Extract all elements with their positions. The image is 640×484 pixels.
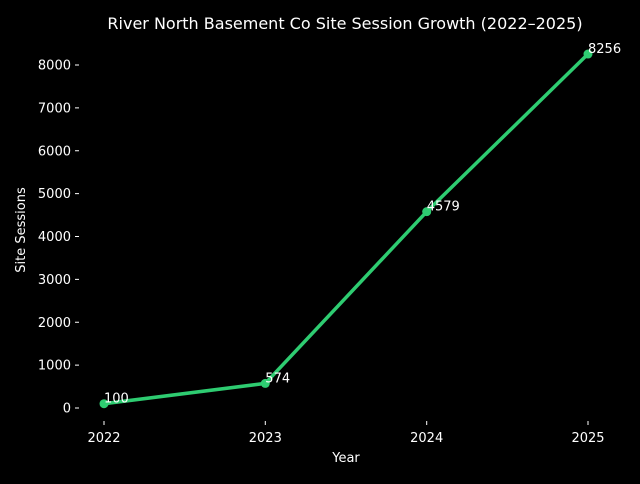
data-point	[260, 378, 270, 388]
data-point	[422, 207, 432, 217]
y-tick-label: 5000	[38, 187, 71, 202]
data-point	[583, 49, 593, 59]
y-tick-label: 0	[63, 402, 71, 417]
x-tick-label: 2023	[249, 431, 282, 446]
x-tick-label: 2025	[571, 431, 604, 446]
chart-title: River North Basement Co Site Session Gro…	[107, 14, 582, 33]
x-axis-label: Year	[331, 451, 360, 466]
data-label: 4579	[427, 200, 460, 215]
y-axis-label: Site Sessions	[14, 187, 29, 273]
y-tick-label: 2000	[38, 316, 71, 331]
y-tick-label: 3000	[38, 273, 71, 288]
series-line	[103, 52, 590, 406]
y-tick-label: 6000	[38, 144, 71, 159]
x-tick-label: 2024	[410, 431, 443, 446]
data-point	[99, 399, 109, 409]
data-label: 100	[104, 392, 129, 407]
x-tick-label: 2022	[87, 431, 120, 446]
y-tick-label: 1000	[38, 359, 71, 374]
y-tick-label: 8000	[38, 59, 71, 74]
data-label: 574	[265, 371, 290, 386]
y-tick-label: 4000	[38, 230, 71, 245]
data-label: 8256	[588, 42, 621, 57]
y-tick-label: 7000	[38, 101, 71, 116]
